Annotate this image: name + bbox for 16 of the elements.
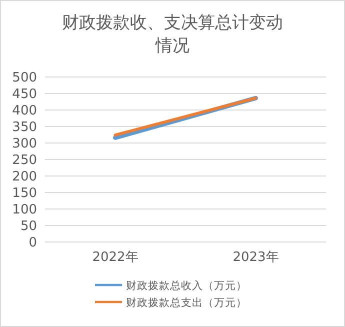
legend-label: 财政拨款总支出（万元） xyxy=(126,296,247,309)
chart-title: 财政拨款收、支决算总计变动情况 xyxy=(62,13,283,56)
x-tick-label: 2022年 xyxy=(92,250,138,265)
y-tick-label: 400 xyxy=(12,104,37,118)
y-tick-label: 500 xyxy=(12,70,37,86)
x-tick-label: 2023年 xyxy=(232,250,279,265)
y-tick-label: 200 xyxy=(12,170,37,184)
y-tick-label: 0 xyxy=(28,236,37,250)
y-tick-label: 50 xyxy=(20,219,37,234)
y-tick-label: 150 xyxy=(12,186,37,201)
legend-label: 财政拨款总收入（万元） xyxy=(126,279,247,292)
y-tick-label: 100 xyxy=(12,202,37,218)
y-tick-label: 300 xyxy=(12,136,37,152)
y-tick-label: 450 xyxy=(12,87,37,102)
y-tick-label: 250 xyxy=(12,153,37,168)
y-tick-label: 350 xyxy=(12,120,37,135)
